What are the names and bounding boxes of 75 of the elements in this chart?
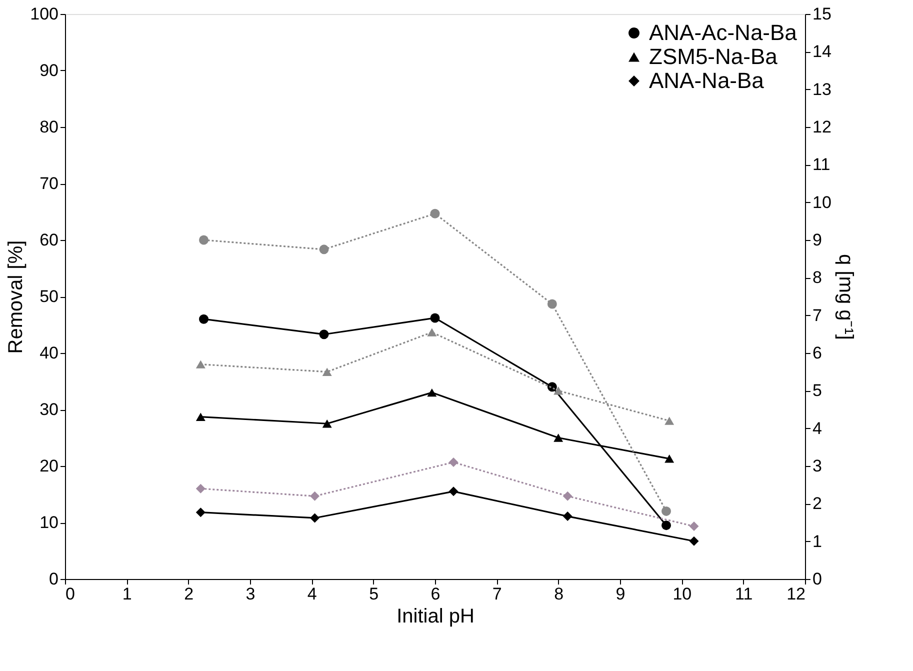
point	[310, 513, 320, 523]
y2-tick-label: 3	[812, 456, 822, 476]
y-tick-label: 0	[49, 570, 58, 588]
legend-label: ZSM5-Na-Ba	[649, 44, 778, 69]
point	[199, 314, 208, 324]
point	[664, 454, 674, 463]
point	[430, 208, 440, 218]
point	[662, 506, 671, 516]
point	[196, 360, 206, 368]
point	[199, 235, 208, 245]
point	[554, 386, 564, 395]
y-tick-label: 10	[40, 513, 58, 532]
point	[562, 512, 572, 522]
point	[196, 508, 206, 518]
point	[664, 416, 674, 425]
y-tick-label: 60	[40, 230, 58, 250]
y-tick-label: 30	[40, 400, 58, 419]
y-tick-label: 20	[40, 456, 58, 476]
point	[448, 457, 458, 467]
x-tick-label: 6	[430, 584, 440, 604]
y2-tick-label: 6	[812, 344, 822, 362]
point	[689, 536, 699, 546]
x-tick-label: 11	[735, 584, 753, 604]
y-tick-label: 40	[40, 344, 58, 362]
x-tick-label: 2	[184, 584, 194, 604]
y2-tick-label: 11	[812, 155, 830, 174]
y-tick-label: 50	[40, 287, 58, 306]
y-tick-label: 90	[40, 61, 58, 80]
x-tick-label: 0	[66, 584, 75, 604]
x-tick-label: 8	[554, 584, 564, 604]
y2-tick-label: 15	[812, 4, 832, 24]
point	[322, 420, 332, 428]
y-tick-label: 70	[40, 174, 58, 193]
point	[322, 368, 332, 376]
point	[427, 328, 437, 336]
point	[319, 244, 329, 254]
y-tick-label: 80	[40, 118, 58, 136]
point	[689, 522, 699, 532]
y2-tick-label: 7	[812, 306, 822, 325]
y2-tick-label: 8	[812, 268, 822, 288]
y2-tick-label: 1	[812, 532, 822, 551]
point	[196, 412, 206, 421]
legend-label: ANA-Na-Ba	[649, 68, 765, 93]
y2-tick-label: 9	[812, 230, 822, 250]
x-tick-label: 9	[616, 584, 626, 604]
x-tick-label: 4	[307, 584, 317, 604]
y2-tick-label: 2	[812, 494, 822, 514]
y2-tick-label: 14	[812, 42, 832, 62]
y2-tick-label: 12	[812, 118, 832, 136]
point	[554, 434, 564, 442]
x-tick-label: 7	[492, 584, 502, 604]
x-tick-label: 3	[246, 584, 256, 604]
point	[448, 486, 458, 496]
point	[319, 330, 329, 340]
x-tick-label: 12	[786, 584, 806, 604]
point	[547, 299, 557, 309]
y-axis-title: Removal [%]	[5, 240, 28, 354]
y2-tick-label: 10	[812, 192, 832, 212]
x-tick-label: 5	[369, 584, 379, 604]
legend-label: ANA-Ac-Na-Ba	[649, 20, 798, 45]
y-tick-label: 100	[30, 4, 58, 24]
point	[562, 491, 572, 501]
point	[430, 313, 440, 323]
point	[196, 484, 206, 494]
y2-tick-label: 5	[812, 381, 822, 400]
y2-axis-title: q [mg g⁻¹]	[834, 254, 856, 340]
x-tick-label: 10	[672, 584, 692, 604]
y2-tick-label: 4	[812, 418, 822, 438]
y2-tick-label: 0	[812, 570, 822, 588]
point	[662, 520, 671, 530]
y2-tick-label: 13	[812, 80, 832, 99]
x-axis-title: Initial pH	[396, 606, 474, 628]
point	[310, 491, 320, 501]
point	[427, 388, 437, 397]
x-tick-label: 1	[122, 584, 132, 604]
